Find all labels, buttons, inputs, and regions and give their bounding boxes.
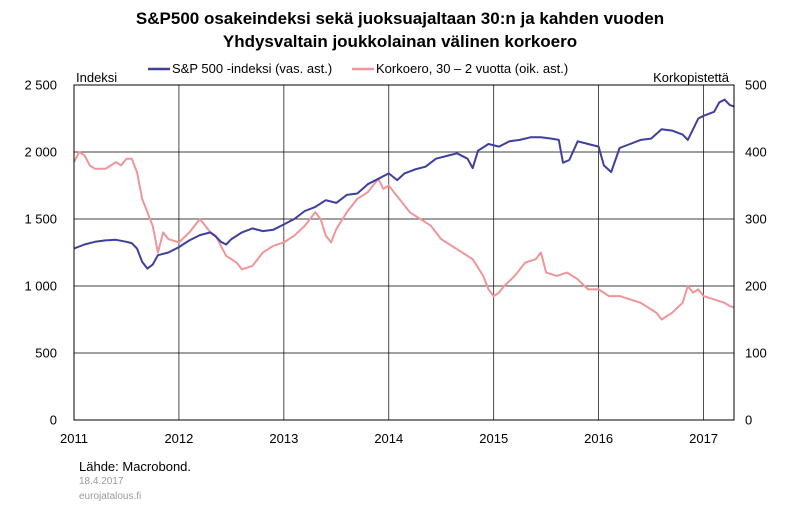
x-tick-label: 2016 (584, 431, 613, 446)
left-tick-label: 1 000 (24, 279, 57, 294)
x-tick-label: 2015 (479, 431, 508, 446)
left-axis-title: Indeksi (76, 70, 117, 85)
right-axis-title: Korkopistettä (653, 70, 730, 85)
legend-label: S&P 500 -indeksi (vas. ast.) (172, 61, 332, 76)
legend-label: Korkoero, 30 – 2 vuotta (oik. ast.) (376, 61, 568, 76)
legend: S&P 500 -indeksi (vas. ast.) Korkoero, 30… (148, 61, 568, 76)
right-tick-label: 300 (745, 212, 767, 227)
left-tick-label: 2 500 (24, 78, 57, 93)
x-tick-label: 2011 (60, 431, 88, 446)
grid-lines (74, 85, 734, 420)
right-tick-label: 200 (745, 279, 767, 294)
left-tick-label: 500 (35, 346, 57, 361)
chart-title: S&P500 osakeindeksi sekä juoksuajaltaan … (136, 9, 664, 51)
spread-series-line (73, 151, 735, 321)
site-note: eurojatalous.fi (79, 491, 142, 502)
left-tick-label: 2 000 (24, 145, 57, 160)
left-tick-label: 0 (50, 413, 57, 428)
tick-labels: 0 500 1 000 1 500 2 000 2 500 0 100 200 300 400 500… (24, 78, 766, 447)
right-tick-label: 500 (745, 78, 767, 93)
right-tick-label: 0 (745, 413, 752, 428)
series-lines (73, 98, 735, 321)
x-tick-label: 2014 (374, 431, 403, 446)
sp500-series-line (73, 98, 735, 270)
x-tick-label: 2017 (689, 431, 718, 446)
right-tick-label: 100 (745, 346, 767, 361)
source-note: Lähde: Macrobond. (79, 459, 192, 474)
chart-title-line: Yhdysvaltain joukkolainan välinen korkoe… (223, 32, 577, 51)
date-note: 18.4.2017 (79, 476, 124, 487)
x-tick-label: 2012 (164, 431, 193, 446)
chart-title-line: S&P500 osakeindeksi sekä juoksuajaltaan … (136, 9, 664, 28)
plot-frame (73, 84, 735, 421)
left-tick-label: 1 500 (24, 212, 57, 227)
x-tick-label: 2013 (269, 431, 298, 446)
right-tick-label: 400 (745, 145, 767, 160)
